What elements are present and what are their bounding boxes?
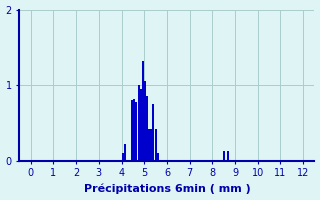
- Bar: [122, 153, 124, 161]
- Bar: [223, 151, 225, 161]
- Bar: [135, 102, 137, 161]
- Bar: [133, 99, 135, 161]
- Bar: [150, 129, 152, 161]
- Bar: [155, 129, 156, 161]
- Bar: [141, 93, 143, 161]
- Bar: [124, 144, 126, 161]
- Bar: [146, 96, 148, 161]
- X-axis label: Précipitations 6min ( mm ): Précipitations 6min ( mm ): [84, 184, 250, 194]
- Bar: [152, 104, 154, 161]
- Bar: [142, 61, 144, 161]
- Bar: [148, 129, 150, 161]
- Bar: [131, 100, 133, 161]
- Bar: [227, 151, 229, 161]
- Bar: [157, 153, 159, 161]
- Bar: [138, 85, 140, 161]
- Bar: [140, 89, 142, 161]
- Bar: [144, 81, 147, 161]
